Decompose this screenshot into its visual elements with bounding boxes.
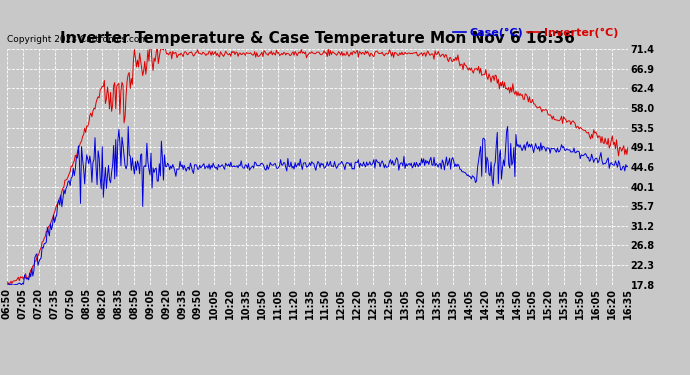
Title: Inverter Temperature & Case Temperature Mon Nov 6 16:36: Inverter Temperature & Case Temperature … bbox=[60, 31, 575, 46]
Text: Copyright 2023 Cartronics.com: Copyright 2023 Cartronics.com bbox=[7, 35, 148, 44]
Legend: Case(°C), Inverter(°C): Case(°C), Inverter(°C) bbox=[448, 24, 622, 42]
